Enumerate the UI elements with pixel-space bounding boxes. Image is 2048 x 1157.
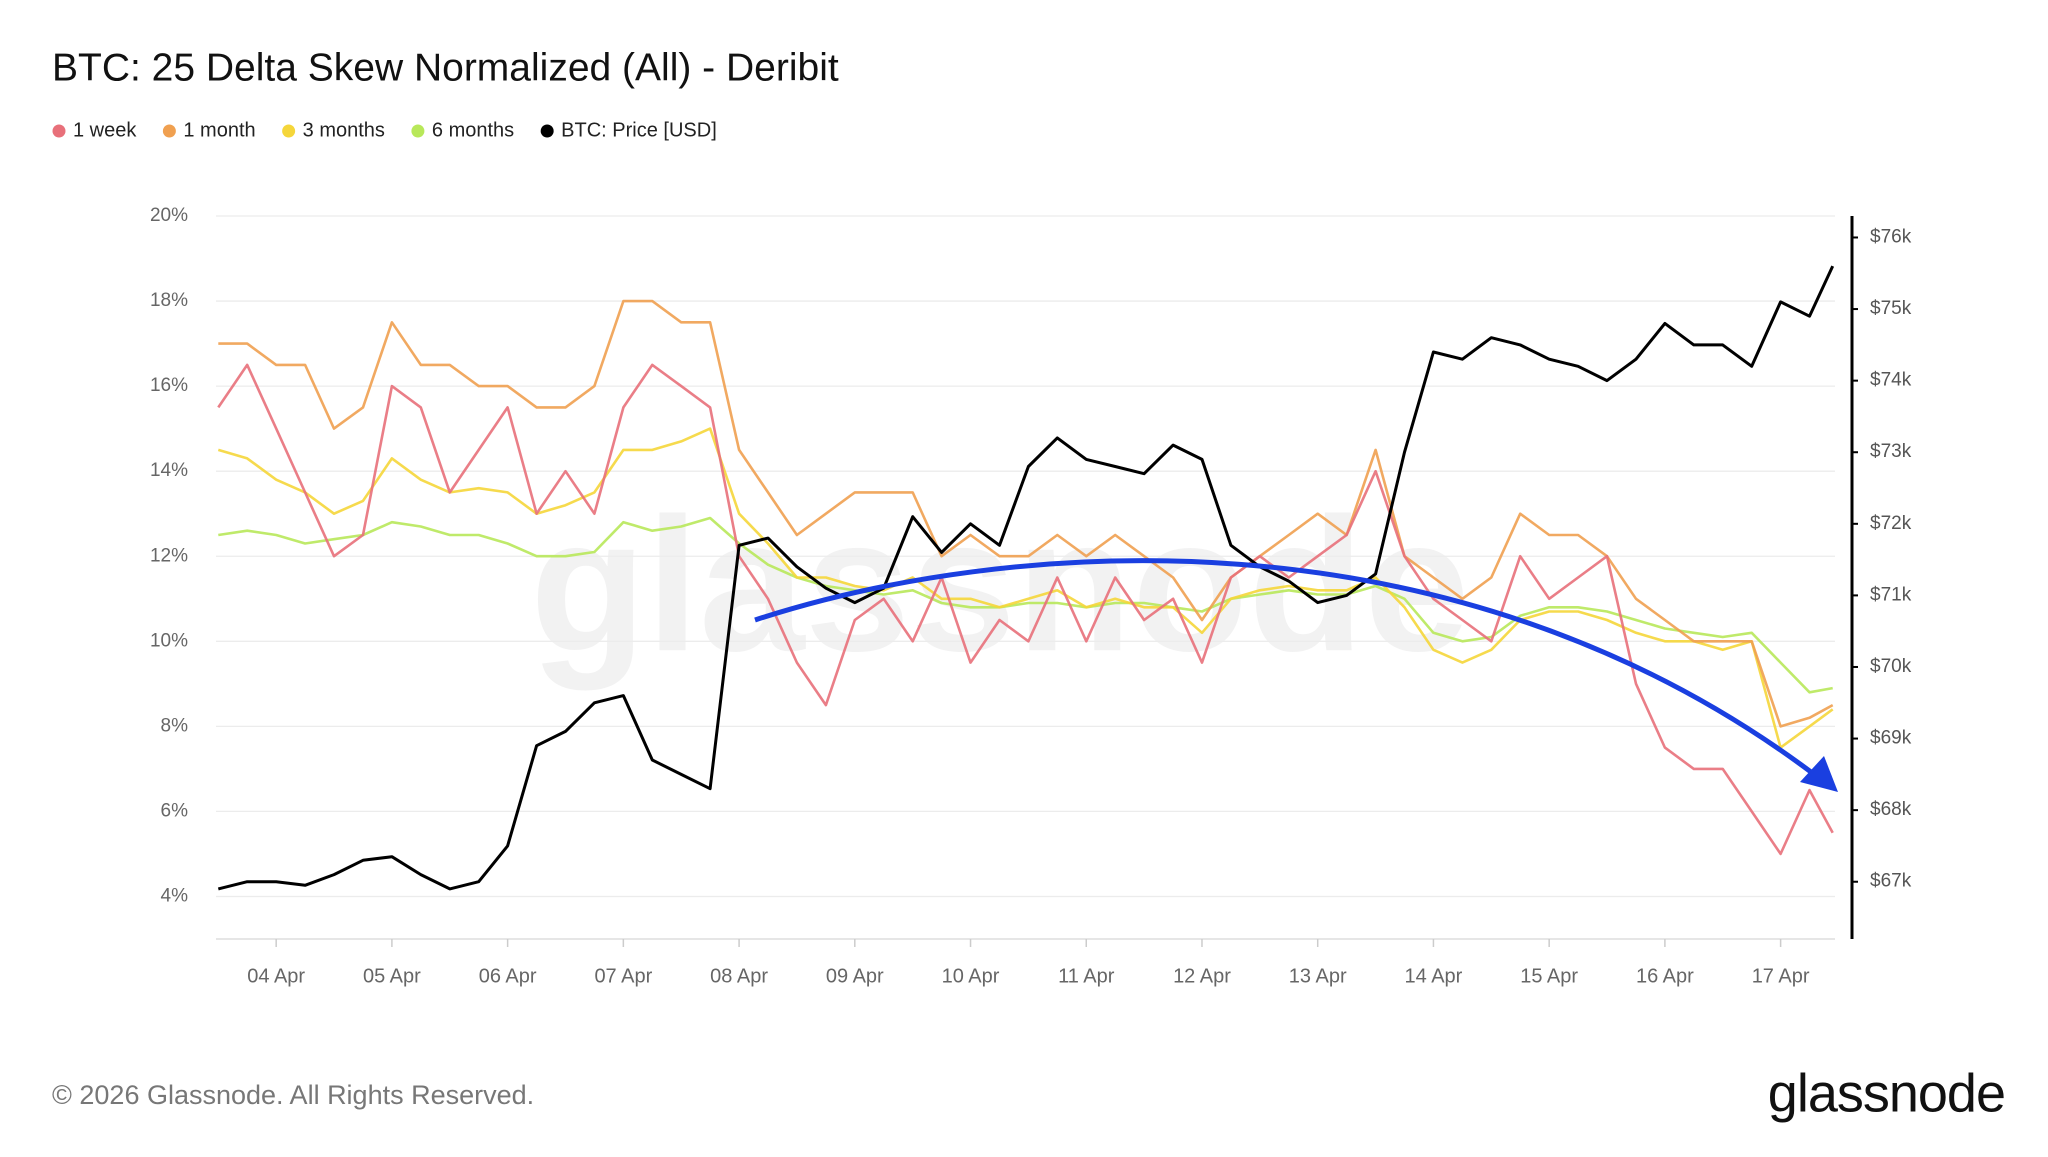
y-tick-label: 18% bbox=[150, 290, 188, 311]
trend-arrow bbox=[754, 558, 1838, 792]
legend-label: 1 month bbox=[183, 119, 255, 141]
plot-lines bbox=[217, 265, 1835, 891]
skew-line bbox=[217, 427, 1834, 749]
y-tick-label: 14% bbox=[150, 460, 188, 481]
legend-label: 1 week bbox=[73, 119, 137, 141]
brand-logo: glassnode bbox=[1768, 1063, 2005, 1123]
y2-tick-label: $73k bbox=[1870, 441, 1912, 462]
y-tick-label: 6% bbox=[161, 800, 189, 821]
y-tick-label: 20% bbox=[150, 205, 188, 226]
trend-curve bbox=[754, 558, 1817, 777]
legend-label: BTC: Price [USD] bbox=[561, 119, 717, 141]
x-tick-label: 14 Apr bbox=[1405, 965, 1463, 987]
y-tick-label: 16% bbox=[150, 375, 188, 396]
y2-tick-label: $67k bbox=[1870, 871, 1912, 892]
legend-marker bbox=[52, 124, 66, 138]
x-tick-label: 17 Apr bbox=[1752, 965, 1810, 987]
legend-marker bbox=[411, 124, 425, 138]
skew-line bbox=[218, 516, 1833, 694]
x-tick-label: 12 Apr bbox=[1173, 965, 1231, 987]
legend-marker bbox=[282, 124, 296, 138]
skew-line bbox=[218, 299, 1834, 728]
footer-copyright: © 2026 Glassnode. All Rights Reserved. bbox=[52, 1080, 534, 1110]
legend-label: 3 months bbox=[303, 119, 385, 141]
arrow-head bbox=[1800, 756, 1838, 792]
x-tick-label: 07 Apr bbox=[594, 965, 652, 987]
x-tick-label: 05 Apr bbox=[363, 965, 421, 987]
y2-tick-label: $70k bbox=[1870, 656, 1912, 677]
y-tick-label: 12% bbox=[150, 545, 188, 566]
x-tick-label: 08 Apr bbox=[710, 965, 768, 987]
x-tick-label: 11 Apr bbox=[1058, 965, 1115, 987]
y2-tick-label: $76k bbox=[1870, 226, 1912, 247]
y2-tick-label: $71k bbox=[1870, 584, 1912, 605]
grid bbox=[216, 215, 1835, 898]
legend: 1 week 1 month 3 months 6 months BTC: Price … bbox=[52, 119, 717, 141]
x-tick-label: 04 Apr bbox=[247, 965, 305, 987]
x-tick-label: 10 Apr bbox=[942, 965, 1000, 987]
legend-marker bbox=[540, 124, 554, 138]
x-tick-label: 16 Apr bbox=[1636, 965, 1694, 987]
y2-tick-label: $69k bbox=[1870, 728, 1912, 749]
y-tick-label: 4% bbox=[161, 885, 189, 906]
price-line bbox=[217, 265, 1835, 891]
watermark: glassnode bbox=[530, 479, 1470, 691]
x-tick-label: 06 Apr bbox=[479, 965, 537, 987]
axes: 4% 6% 8% 10% 12% 14% 16% 18% 20% $67k $68k $69k $70k… bbox=[150, 205, 1912, 987]
y-tick-label: 10% bbox=[150, 630, 188, 651]
legend-marker bbox=[162, 124, 176, 138]
legend-label: 6 months bbox=[432, 119, 514, 141]
y2-tick-label: $68k bbox=[1870, 799, 1912, 820]
x-tick-label: 09 Apr bbox=[826, 965, 884, 987]
y2-tick-label: $74k bbox=[1870, 370, 1912, 391]
y2-tick-label: $75k bbox=[1870, 298, 1912, 319]
skew-line bbox=[217, 363, 1834, 856]
chart-title: BTC: 25 Delta Skew Normalized (All) - De… bbox=[52, 46, 839, 89]
y-tick-label: 8% bbox=[161, 715, 189, 736]
x-tick-label: 15 Apr bbox=[1520, 965, 1578, 987]
x-tick-label: 13 Apr bbox=[1289, 965, 1347, 987]
y2-tick-label: $72k bbox=[1870, 513, 1912, 534]
